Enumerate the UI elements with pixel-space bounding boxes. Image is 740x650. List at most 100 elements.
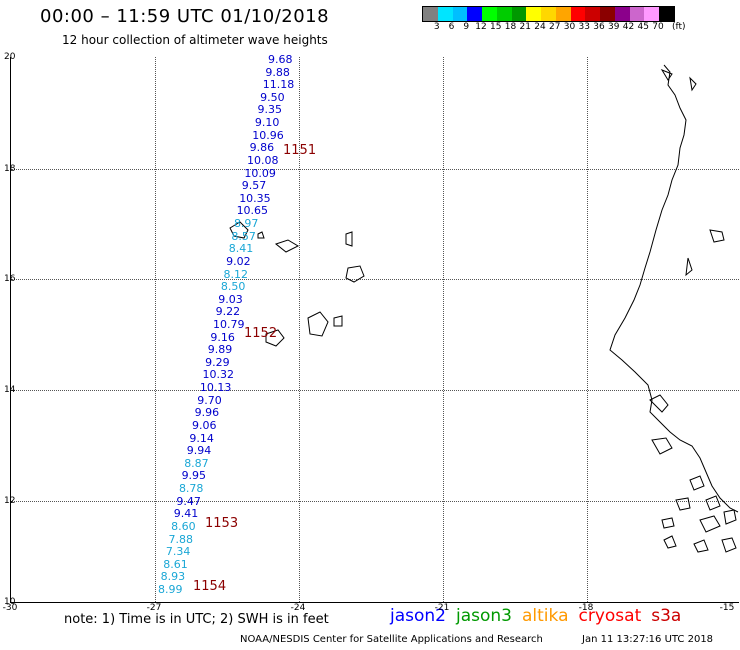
wave-height-value: 8.60 [171, 519, 196, 533]
legend-unit: (ft) [671, 22, 686, 32]
africa-coastline [609, 64, 739, 513]
legend-label: 12 [475, 22, 487, 32]
wave-height-value: 8.97 [233, 217, 259, 231]
wave-height-value: 9.41 [173, 507, 199, 521]
legend-swatch [526, 7, 541, 21]
lat-label: 20 [4, 52, 16, 62]
lon-label: -27 [146, 603, 162, 613]
wave-height-value: 10.08 [247, 153, 279, 167]
legend-swatch [659, 7, 674, 21]
legend-swatch [644, 7, 659, 21]
wave-height-value: 9.94 [186, 444, 212, 458]
legend-swatch [437, 7, 453, 21]
wave-height-value: 9.14 [189, 431, 214, 445]
legend-label: 6 [448, 22, 455, 32]
wave-height-value: 11.18 [262, 78, 295, 92]
legend-swatch [423, 7, 438, 21]
legend-label: 21 [519, 22, 531, 32]
wave-height-value: 9.88 [265, 65, 290, 79]
pass-time-label: 1154 [193, 579, 227, 594]
wave-height-value: 9.68 [268, 53, 293, 66]
wave-height-value: 10.35 [239, 191, 271, 205]
legend-swatch [600, 7, 615, 21]
wave-height-value: 9.96 [194, 406, 220, 420]
wave-height-value: 9.95 [181, 469, 207, 483]
wave-height-value: 8.99 [158, 583, 183, 596]
lat-gridline [11, 169, 739, 170]
legend-label: 18 [504, 22, 517, 32]
legend-swatch [467, 7, 482, 21]
legend-label: 39 [608, 22, 620, 32]
lon-label: -24 [290, 603, 306, 613]
wave-height-value: 10.13 [199, 381, 232, 395]
lat-label: 14 [4, 385, 16, 395]
pass-time-label: 1153 [205, 516, 239, 531]
lon-gridline [587, 57, 588, 602]
lat-gridline [11, 390, 739, 391]
legend-label: 24 [534, 22, 546, 32]
wave-height-value: 9.35 [257, 103, 283, 117]
wave-height-value: 8.50 [220, 280, 246, 294]
lat-label: 16 [4, 274, 16, 284]
satellite-label-s3a: s3a [651, 606, 682, 626]
wave-height-value: 9.06 [192, 418, 217, 432]
lat-gridline [11, 279, 739, 280]
wave-height-value: 9.16 [210, 330, 235, 344]
wave-height-value: 8.41 [228, 242, 254, 256]
wave-height-value: 9.47 [176, 494, 201, 508]
legend-swatch [629, 7, 645, 21]
wave-height-value: 9.29 [205, 355, 230, 369]
lon-label: -15 [719, 603, 735, 613]
legend-label: 70 [652, 22, 664, 32]
lon-gridline [443, 57, 444, 602]
wave-height-value: 8.87 [184, 456, 209, 470]
legend-swatch [555, 7, 571, 21]
lon-gridline [299, 57, 300, 602]
wave-height-value: 9.10 [254, 116, 280, 130]
lon-label: -18 [578, 603, 594, 613]
satellite-label-jason3: jason3 [456, 606, 512, 626]
footer-note: note: 1) Time is in UTC; 2) SWH is in fe… [64, 612, 329, 627]
legend-labels: 3 6 9 12 15 18 21 24 27 30 33 36 39 42 45 70 (ft) [422, 22, 740, 34]
legend-swatch [585, 7, 600, 21]
legend-label: 45 [637, 22, 649, 32]
lat-gridline [11, 501, 739, 502]
legend-swatch [541, 7, 556, 21]
map-title: 00:00 – 11:59 UTC 01/10/2018 [40, 6, 330, 27]
wave-height-value: 8.78 [178, 482, 204, 496]
wave-height-value: 10.65 [236, 204, 269, 218]
wave-height-value: 9.22 [215, 305, 241, 319]
wave-height-value: 7.88 [168, 532, 193, 546]
wave-height-value: 10.96 [252, 128, 284, 142]
wave-height-value: 8.61 [163, 557, 188, 571]
satellite-label-altika: altika [522, 606, 569, 626]
wave-height-value: 7.34 [165, 545, 191, 559]
wave-height-value: 9.86 [249, 141, 275, 155]
generated-timestamp: Jan 11 13:27:16 UTC 2018 [582, 634, 714, 645]
wave-height-value: 9.02 [226, 254, 251, 268]
legend-swatch [511, 7, 527, 21]
legend-label: 27 [549, 22, 561, 32]
legend-swatch [570, 7, 586, 21]
wave-height-color-legend [422, 6, 675, 22]
legend-label: 42 [622, 22, 635, 32]
credit-line: NOAA/NESDIS Center for Satellite Applica… [240, 634, 543, 645]
lon-label: -30 [2, 603, 18, 613]
wave-height-value: 9.03 [218, 292, 243, 306]
wave-height-value: 9.57 [241, 179, 267, 193]
lat-label: 12 [4, 496, 16, 506]
legend-label: 30 [563, 22, 576, 32]
wave-height-value: 9.89 [207, 343, 233, 357]
lon-gridline [155, 57, 156, 602]
legend-swatch [482, 7, 497, 21]
legend-label: 15 [490, 22, 502, 32]
canary-islands [229, 221, 249, 239]
satellite-legend: jason2 jason3 altika cryosat s3a [390, 606, 691, 626]
wave-height-value: 8.57 [231, 229, 256, 243]
lat-label: 10 [4, 597, 16, 607]
pass-time-label: 1151 [283, 143, 317, 158]
pass-time-label: 1152 [244, 326, 278, 341]
wave-height-value: 10.79 [213, 318, 245, 331]
wave-height-value: 9.70 [197, 393, 222, 407]
